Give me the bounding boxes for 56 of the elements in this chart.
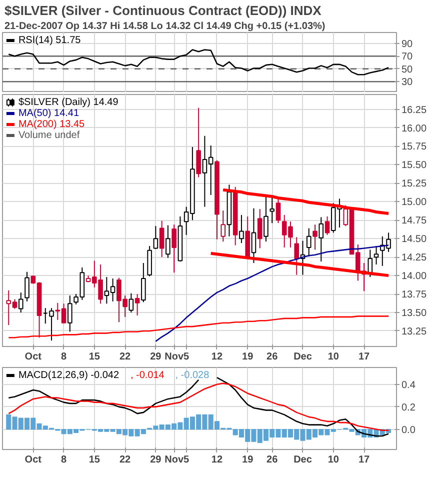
text: , -0.028 bbox=[175, 370, 210, 381]
x-tick-label: Nov bbox=[164, 454, 184, 466]
y-tick-label: 14.75 bbox=[402, 216, 427, 227]
x-tick-label: 26 bbox=[266, 454, 278, 466]
y-tick-label: 16.25 bbox=[402, 104, 427, 116]
legend-label: MACD(12,26,9) -0.042 bbox=[18, 370, 120, 381]
x-tick-label: 12 bbox=[211, 454, 223, 466]
y-tick-label: 15.00 bbox=[402, 197, 427, 208]
y-tick-label: 15.50 bbox=[402, 160, 427, 172]
y-tick-label: 50 bbox=[402, 64, 414, 76]
x-tick-label: 19 bbox=[242, 352, 254, 362]
legend-label: MA(50) 14.41 bbox=[18, 108, 80, 119]
y-tick-label: 0.0 bbox=[402, 424, 416, 436]
x-tick-label: Oct bbox=[24, 352, 42, 362]
x-tick-label: 22 bbox=[119, 454, 132, 466]
y-tick-label: 0.2 bbox=[402, 402, 416, 414]
chart-title: $SILVER (Silver - Continuous Contract (EOD)) INDX bbox=[4, 3, 322, 18]
text: , -0.014 bbox=[130, 370, 165, 381]
x-tick-label: 8 bbox=[60, 454, 67, 466]
legend-label: RSI(14) 51.75 bbox=[18, 35, 82, 46]
x-tick-label: Dec bbox=[294, 454, 312, 466]
y-tick-label: 0.4 bbox=[402, 380, 416, 391]
x-tick-label: 17 bbox=[358, 454, 370, 466]
y-tick-label: 70 bbox=[402, 52, 414, 63]
x-tick-label: 22 bbox=[119, 352, 132, 362]
y-tick-label: 13.50 bbox=[402, 308, 427, 320]
x-tick-label: 26 bbox=[266, 352, 278, 362]
x-tick-label: 5 bbox=[184, 352, 190, 362]
y-tick-label: 15.75 bbox=[402, 142, 427, 153]
x-tick-label: 10 bbox=[328, 454, 340, 466]
y-tick-label: 30 bbox=[402, 77, 414, 88]
x-tick-label: 15 bbox=[88, 454, 100, 466]
legend-label: MA(200) 13.45 bbox=[18, 119, 86, 130]
x-tick-label: Dec bbox=[294, 352, 312, 362]
chart-subtitle: 21-Dec-2007 Op 14.37 Hi 14.58 Lo 14.32 Cl 14.49 Chg +0.15 (+1.03%) bbox=[4, 21, 326, 32]
x-tick-label: 10 bbox=[328, 352, 340, 362]
x-tick-label: 8 bbox=[60, 352, 67, 362]
x-tick-label: 29 bbox=[150, 352, 162, 362]
y-tick-label: 16.00 bbox=[402, 123, 427, 134]
annotation: Volume undef bbox=[18, 130, 80, 141]
x-tick-label: 17 bbox=[358, 352, 370, 362]
y-tick-label: 15.25 bbox=[402, 178, 427, 190]
x-tick-label: Nov bbox=[164, 352, 184, 362]
y-tick-label: 14.00 bbox=[402, 271, 427, 282]
x-tick-label: 29 bbox=[150, 454, 162, 466]
y-tick-label: 90 bbox=[402, 38, 414, 50]
x-tick-label: 12 bbox=[211, 352, 223, 362]
x-tick-label: Oct bbox=[24, 454, 42, 466]
x-tick-label: 5 bbox=[184, 454, 190, 466]
x-tick-label: 19 bbox=[242, 454, 254, 466]
y-tick-label: 14.25 bbox=[402, 252, 427, 264]
y-tick-label: 13.75 bbox=[402, 290, 427, 301]
legend-label: $SILVER (Daily) 14.49 bbox=[18, 97, 119, 108]
x-tick-label: 15 bbox=[88, 352, 100, 362]
y-tick-label: 13.25 bbox=[402, 326, 427, 338]
y-tick-label: 14.50 bbox=[402, 234, 427, 246]
